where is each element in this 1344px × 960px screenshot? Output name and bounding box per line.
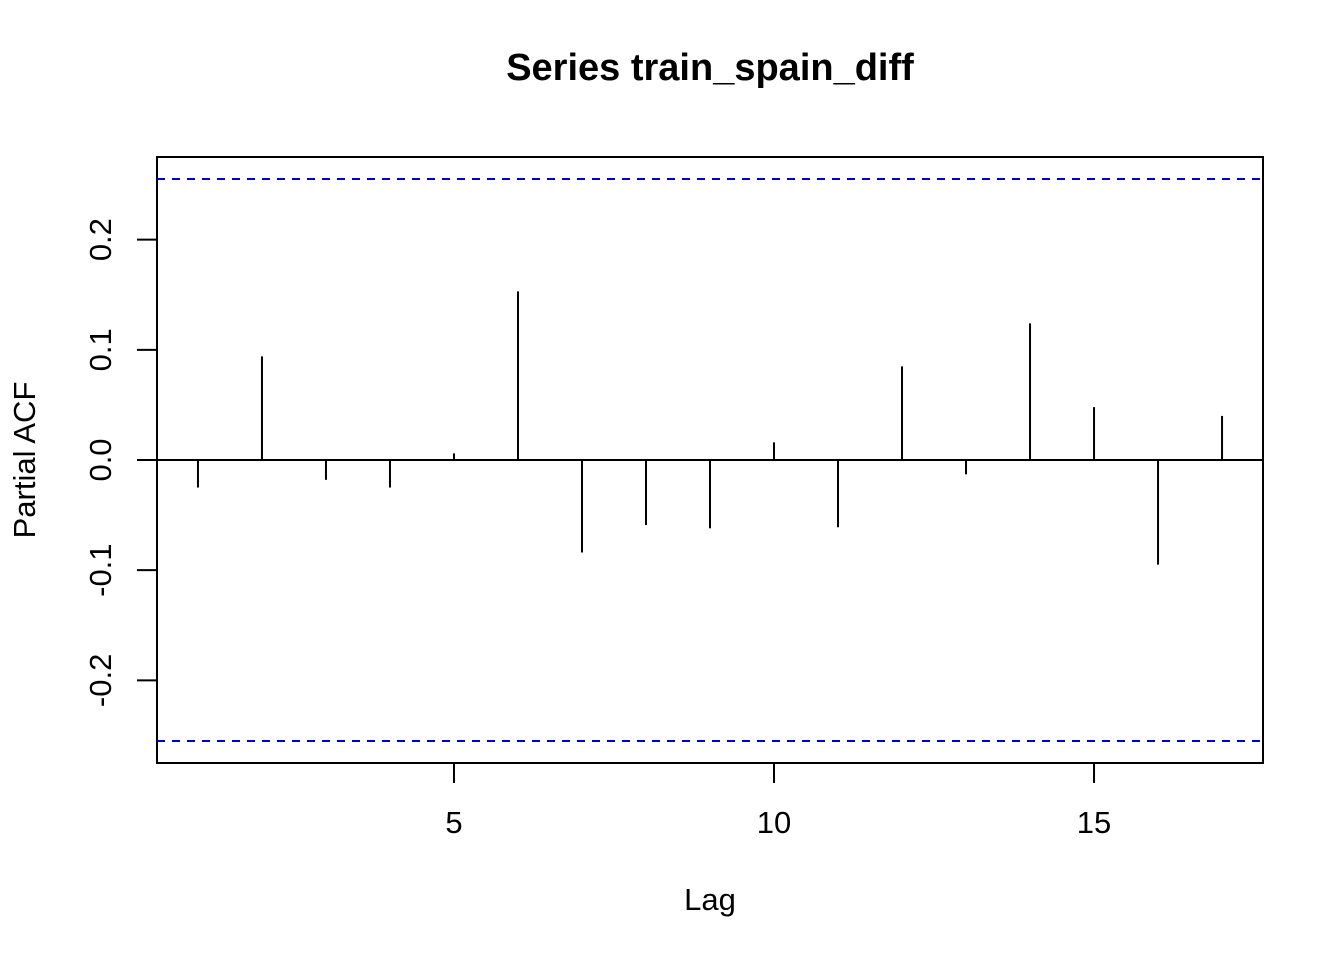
x-tick-label: 5 xyxy=(445,805,462,840)
x-axis: 5 10 15 xyxy=(445,763,1111,840)
confidence-lines xyxy=(157,178,1263,742)
y-tick-label: -0.1 xyxy=(83,543,118,596)
y-axis-label: Partial ACF xyxy=(7,382,42,539)
y-tick-label: 0.0 xyxy=(83,438,118,481)
pacf-spikes xyxy=(196,291,1224,565)
x-tick-label: 10 xyxy=(757,805,791,840)
y-tick-label: 0.2 xyxy=(83,218,118,261)
x-axis-label: Lag xyxy=(684,882,736,917)
x-tick-label: 15 xyxy=(1077,805,1111,840)
y-tick-label: -0.2 xyxy=(83,654,118,707)
y-axis: -0.2 -0.1 0.0 0.1 0.2 xyxy=(83,218,157,707)
y-tick-label: 0.1 xyxy=(83,328,118,371)
chart-title: Series train_spain_diff xyxy=(506,47,914,89)
